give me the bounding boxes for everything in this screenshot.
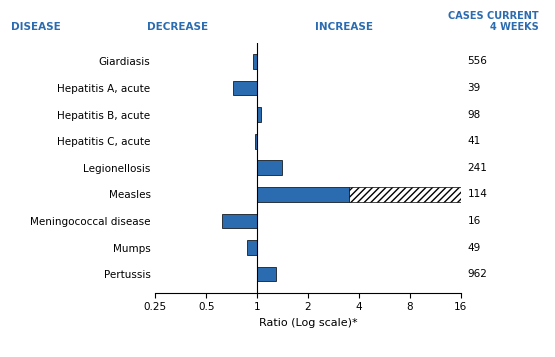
Text: INCREASE: INCREASE bbox=[315, 22, 373, 32]
Bar bbox=[257, 107, 261, 122]
Text: DISEASE: DISEASE bbox=[11, 22, 61, 32]
Text: 241: 241 bbox=[468, 163, 487, 173]
Bar bbox=[247, 240, 257, 255]
Bar bbox=[255, 134, 257, 149]
Bar bbox=[257, 267, 276, 281]
Text: 39: 39 bbox=[468, 83, 481, 93]
Text: 16: 16 bbox=[468, 216, 481, 226]
Bar bbox=[233, 81, 257, 95]
Text: DECREASE: DECREASE bbox=[147, 22, 208, 32]
Text: 98: 98 bbox=[468, 110, 481, 120]
Bar bbox=[257, 161, 282, 175]
Bar bbox=[257, 187, 349, 202]
Text: 41: 41 bbox=[468, 136, 481, 146]
Bar bbox=[222, 213, 257, 228]
Bar bbox=[349, 187, 461, 202]
Bar bbox=[254, 54, 257, 69]
Text: 962: 962 bbox=[468, 269, 487, 279]
Text: 49: 49 bbox=[468, 242, 481, 252]
Text: 556: 556 bbox=[468, 56, 487, 66]
Text: CASES CURRENT
4 WEEKS: CASES CURRENT 4 WEEKS bbox=[448, 10, 538, 32]
Text: 114: 114 bbox=[468, 189, 487, 199]
X-axis label: Ratio (Log scale)*: Ratio (Log scale)* bbox=[259, 318, 357, 328]
